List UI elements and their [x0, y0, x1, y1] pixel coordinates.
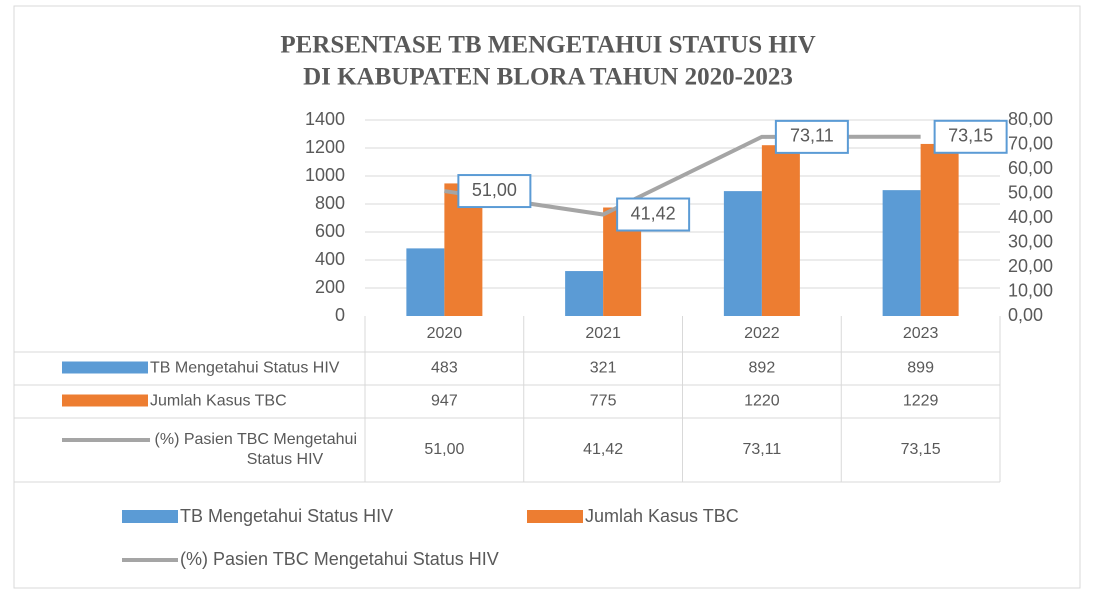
legend-key — [527, 510, 583, 523]
table-cell: 321 — [590, 360, 617, 377]
table-cell: 73,15 — [901, 441, 941, 458]
table-cell: 1220 — [744, 393, 780, 410]
y-tick-label: 200 — [315, 277, 345, 297]
y2-tick-label: 70,00 — [1008, 133, 1053, 153]
legend-label: Jumlah Kasus TBC — [585, 506, 739, 526]
data-label-box — [774, 119, 849, 154]
y2-tick-label: 60,00 — [1008, 158, 1053, 178]
y-tick-label: 400 — [315, 249, 345, 269]
chart-title: DI KABUPATEN BLORA TAHUN 2020-2023 — [303, 64, 793, 91]
data-label: 73,15 — [948, 126, 993, 146]
table-cell: 1229 — [903, 393, 939, 410]
bar — [920, 143, 959, 316]
data-label-box — [933, 119, 1008, 154]
bar — [723, 191, 762, 316]
y-tick-label: 1400 — [305, 109, 345, 129]
legend-key — [62, 361, 148, 374]
table-cell: 41,42 — [583, 441, 623, 458]
table-cell: 947 — [431, 393, 458, 410]
legend-label: (%) Pasien TBC Mengetahui Status HIV — [180, 549, 499, 569]
bar — [406, 248, 445, 316]
x-tick-label: 2023 — [903, 325, 939, 342]
legend-key — [122, 510, 178, 523]
bar — [565, 271, 604, 316]
y2-tick-label: 10,00 — [1008, 280, 1053, 300]
y2-tick-label: 50,00 — [1008, 182, 1053, 202]
x-tick-label: 2020 — [427, 325, 463, 342]
y-tick-label: 1200 — [305, 137, 345, 157]
y2-tick-label: 20,00 — [1008, 256, 1053, 276]
table-cell: 899 — [907, 360, 934, 377]
data-label: 73,11 — [790, 126, 834, 146]
table-cell: 775 — [590, 393, 617, 410]
y2-tick-label: 80,00 — [1008, 109, 1053, 129]
chart-title: PERSENTASE TB MENGETAHUI STATUS HIV — [280, 32, 815, 59]
legend-label: TB Mengetahui Status HIV — [180, 506, 393, 526]
y-tick-label: 800 — [315, 193, 345, 213]
table-cell: 483 — [431, 360, 458, 377]
y-tick-label: 1000 — [305, 165, 345, 185]
y-tick-label: 600 — [315, 221, 345, 241]
bar — [761, 145, 800, 316]
table-cell: 892 — [749, 360, 776, 377]
x-tick-label: 2021 — [585, 325, 621, 342]
x-tick-label: 2022 — [744, 325, 780, 342]
y2-tick-label: 30,00 — [1008, 231, 1053, 251]
data-label-box — [616, 197, 691, 232]
table-row-label: Jumlah Kasus TBC — [150, 393, 287, 410]
table-row-label: (%) Pasien TBC Mengetahui Status HIV — [155, 431, 357, 468]
y-tick-label: 0 — [335, 305, 345, 325]
data-label: 41,42 — [631, 203, 676, 223]
table-cell: 73,11 — [742, 441, 781, 458]
data-label: 51,00 — [472, 180, 517, 200]
table-row-label: TB Mengetahui Status HIV — [150, 360, 340, 377]
bar — [882, 190, 921, 316]
y2-tick-label: 0,00 — [1008, 305, 1043, 325]
table-cell: 51,00 — [424, 441, 464, 458]
legend-key — [62, 394, 148, 407]
y2-tick-label: 40,00 — [1008, 207, 1053, 227]
data-label-box — [457, 174, 532, 209]
